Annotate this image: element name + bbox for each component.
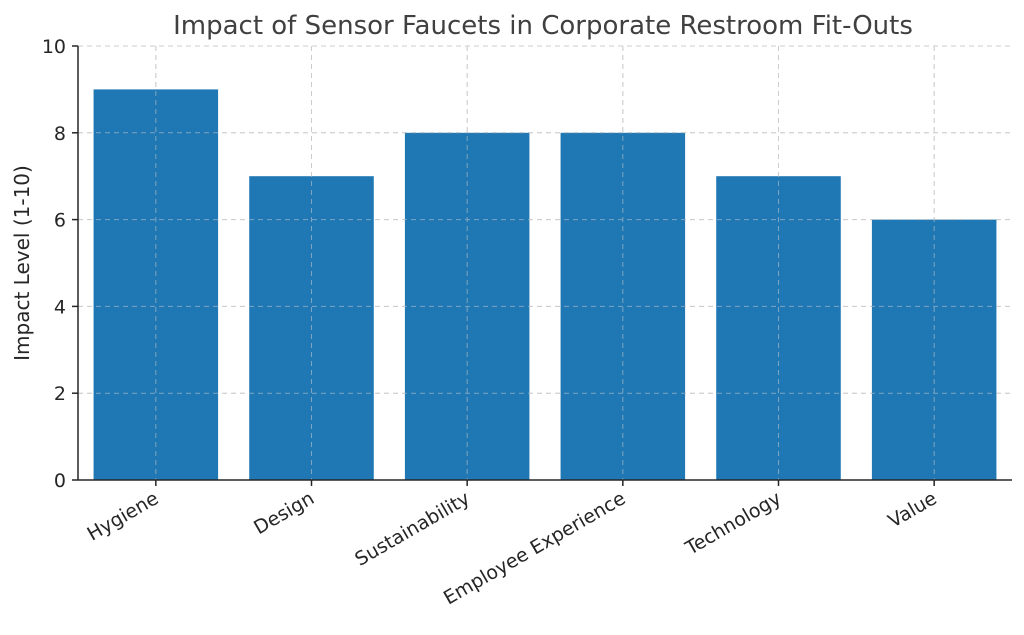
- y-tick-label: 6: [54, 210, 66, 232]
- x-tick-label: Design: [250, 487, 318, 539]
- y-tick-label: 10: [42, 36, 66, 58]
- chart-title: Impact of Sensor Faucets in Corporate Re…: [173, 11, 913, 41]
- y-tick-label: 4: [54, 296, 66, 318]
- bars: [93, 89, 997, 481]
- y-axis-label: Impact Level (1-10): [10, 165, 34, 361]
- axes: [72, 45, 1012, 486]
- x-tick-label: Value: [884, 487, 940, 532]
- x-tick-label: Sustainability: [351, 487, 473, 570]
- grid-lines-overlay: [78, 45, 1012, 481]
- y-tick-label: 0: [54, 470, 66, 492]
- x-tick-label: Hygiene: [84, 487, 163, 545]
- y-tick-labels: 0 2 4 6 8 10: [42, 36, 66, 492]
- x-tick-label: Technology: [681, 487, 785, 560]
- y-tick-label: 8: [54, 123, 66, 145]
- y-tick-label: 2: [54, 383, 66, 405]
- bar-value: [871, 219, 997, 480]
